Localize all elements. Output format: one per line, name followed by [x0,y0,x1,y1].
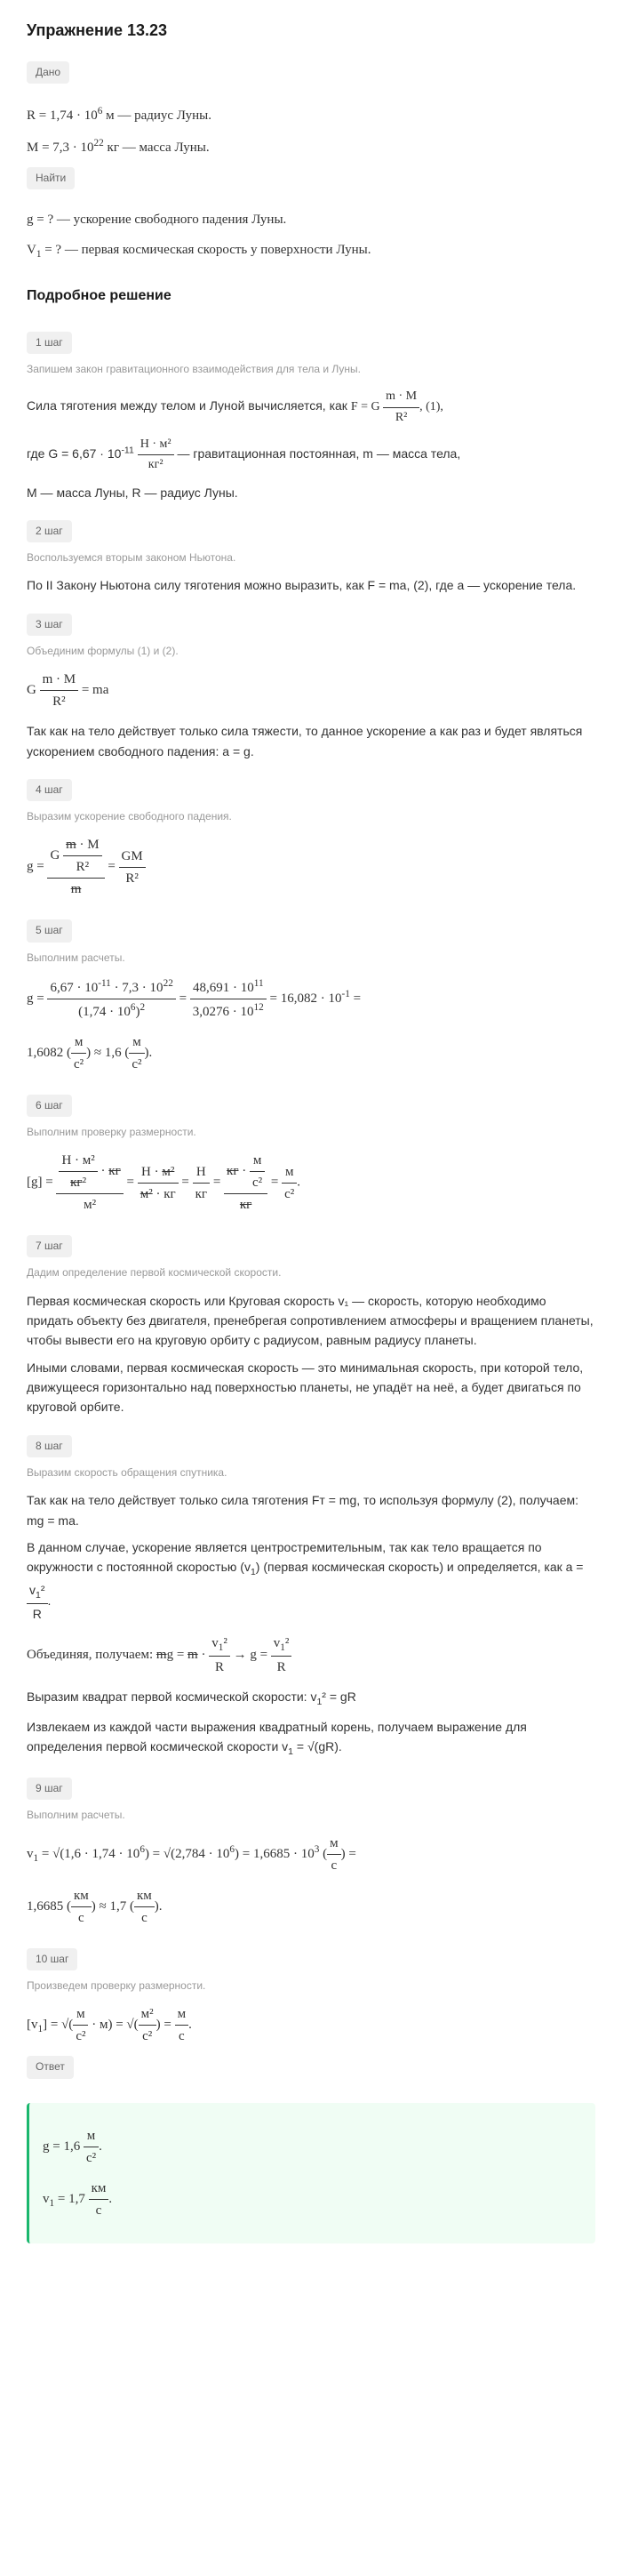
step5-formula2: 1,6082 (мс²) ≈ 1,6 (мс²). [27,1031,595,1075]
step8-text3: Объединяя, получаем: mg = m · v1²R → g =… [27,1633,595,1678]
step1-text2-mid: — гравитационная постоянная, m — масса т… [177,446,460,461]
solution-heading: Подробное решение [27,285,595,308]
step5-tag: 5 шаг [27,919,72,942]
step4-desc: Выразим ускорение свободного падения. [27,808,595,825]
find-line2: V1 = ? — первая космическая скорость у п… [27,239,595,262]
step1-text2: где G = 6,67 · 10-11 Н · м²кг² — гравита… [27,435,595,476]
answer-box: g = 1,6 мс². v1 = 1,7 кмс. [27,2103,595,2243]
given-m-pre: M = 7,3 · 10 [27,140,94,155]
given-line2: M = 7,3 · 1022 кг — масса Луны. [27,135,595,158]
answer-line2: v1 = 1,7 кмс. [43,2178,582,2221]
step2-desc: Воспользуемся вторым законом Ньютона. [27,550,595,566]
answer-tag: Ответ [27,2056,74,2078]
find-v-post: = ? — первая космическая скорость у пове… [41,243,371,257]
step7-text1: Первая космическая скорость или Круговая… [27,1291,595,1351]
given-line1: R = 1,74 · 106 м — радиус Луны. [27,103,595,126]
step7-desc: Дадим определение первой космической ско… [27,1264,595,1281]
find-tag: Найти [27,167,75,189]
step3-tag: 3 шаг [27,614,72,636]
step9-formula2: 1,6685 (кмс) ≈ 1,7 (кмс). [27,1885,595,1929]
step4-formula1: g = G m · MR²m = GMR² [27,834,595,900]
step3-desc: Объединим формулы (1) и (2). [27,643,595,660]
step9-tag: 9 шаг [27,1778,72,1800]
step1-desc: Запишем закон гравитационного взаимодейс… [27,361,595,378]
find-v-pre: V [27,243,36,257]
step10-formula1: [v1] = √(мс² · м) = √(м²с²) = мс. [27,2003,595,2047]
step2-tag: 2 шаг [27,520,72,542]
step1-g-exp: -11 [121,445,133,455]
step8-tag: 8 шаг [27,1435,72,1457]
given-m-exp: 22 [94,138,104,148]
step8-text5: Извлекаем из каждой части выражения квад… [27,1717,595,1760]
given-r-pre: R = 1,74 · 10 [27,108,98,123]
step6-tag: 6 шаг [27,1095,72,1117]
find-line1: g = ? — ускорение свободного падения Лун… [27,209,595,230]
answer-line1: g = 1,6 мс². [43,2125,582,2169]
step6-formula1: [g] = Н · м²кг² · кгм² = Н · м²м² · кг =… [27,1150,595,1216]
step8-desc: Выразим скорость обращения спутника. [27,1465,595,1481]
step3-text1: Так как на тело действует только сила тя… [27,721,595,761]
step6-desc: Выполним проверку размерности. [27,1124,595,1141]
step10-tag: 10 шаг [27,1948,77,1970]
step8-text1: Так как на тело действует только сила тя… [27,1490,595,1530]
step2-text1: По II Закону Ньютона силу тяготения можн… [27,575,595,595]
step1-formula1: F = G m · MR², (1), [351,400,443,413]
given-r-post: м — радиус Луны. [102,108,211,123]
step3-formula1: G m · MR² = ma [27,669,595,712]
exercise-title: Упражнение 13.23 [27,18,595,44]
step8-text2: В данном случае, ускорение является цент… [27,1537,595,1624]
given-m-post: кг — масса Луны. [104,140,210,155]
step9-desc: Выполним расчеты. [27,1807,595,1824]
step1-g-unit: Н · м²кг² [138,448,174,461]
step7-text2: Иными словами, первая космическая скорос… [27,1358,595,1417]
step7-tag: 7 шаг [27,1235,72,1257]
given-tag: Дано [27,61,69,84]
step8-text4: Выразим квадрат первой космической скоро… [27,1687,595,1710]
step1-text3: M — масса Луны, R — радиус Луны. [27,483,595,502]
step10-desc: Произведем проверку размерности. [27,1978,595,1994]
step1-tag: 1 шаг [27,332,72,354]
step8-text2-span: В данном случае, ускорение является цент… [27,1540,584,1574]
step4-tag: 4 шаг [27,779,72,801]
step9-formula1: v1 = √(1,6 · 1,74 · 106) = √(2,784 · 106… [27,1833,595,1876]
step5-formula1: g = 6,67 · 10-11 · 7,3 · 1022(1,74 · 106… [27,975,595,1023]
step1-text1: Сила тяготения между телом и Луной вычис… [27,387,595,428]
step1-g-pre: где G = 6,67 · 10 [27,446,121,461]
step1-text1-span: Сила тяготения между телом и Луной вычис… [27,398,351,413]
step5-desc: Выполним расчеты. [27,950,595,967]
